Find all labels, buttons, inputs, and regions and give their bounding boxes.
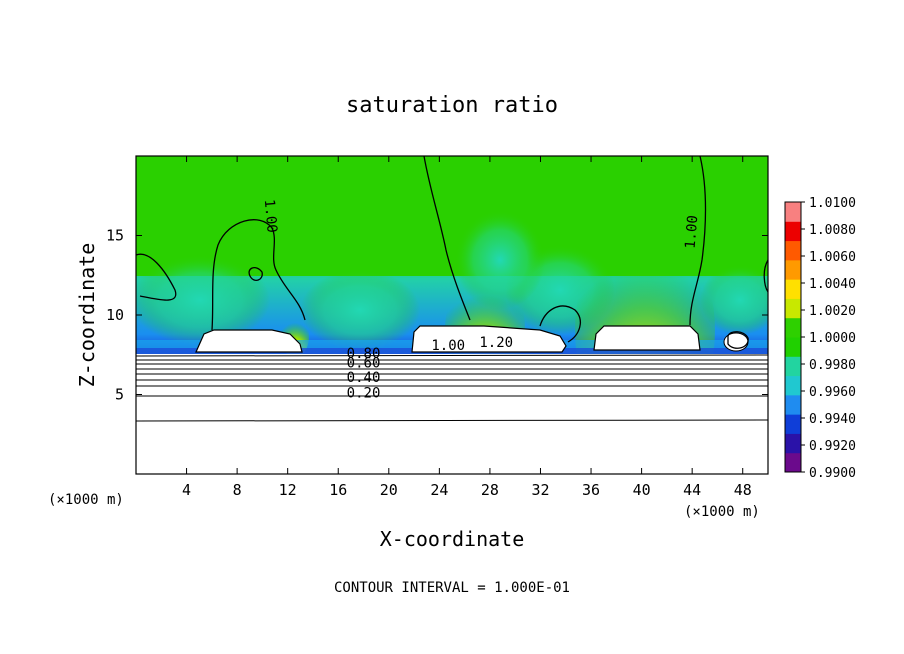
- cloud-cell-3: [593, 325, 701, 351]
- chart-title: saturation ratio: [346, 93, 558, 118]
- colorbar-tick-label: 1.0020: [809, 304, 856, 319]
- colorbar-segment: [785, 452, 801, 473]
- cool-region-4: [700, 265, 768, 335]
- x-tick-label: 40: [633, 481, 651, 499]
- colorbar-tick-label: 1.0100: [809, 196, 856, 211]
- x-tick-label: 4: [182, 481, 191, 499]
- colorbar-tick-label: 1.0040: [809, 277, 856, 292]
- x-unit-label-right: (×1000 m): [684, 504, 760, 520]
- cloud-cell-1: [195, 329, 303, 353]
- colorbar-segment: [785, 317, 801, 338]
- contour-label: 1.00: [261, 199, 280, 234]
- colorbar-segment: [785, 414, 801, 434]
- contour-label: 0.60: [347, 355, 381, 371]
- x-tick-label: 44: [683, 481, 701, 499]
- colorbar-segment: [785, 337, 801, 357]
- colorbar-tick-label: 0.9900: [809, 466, 856, 481]
- colorbar-segment: [785, 259, 801, 280]
- colorbar-segment: [785, 279, 801, 299]
- colorbar-tick-label: 1.0000: [809, 331, 856, 346]
- contour-labels: 1.00 1.00 1.00 1.20 0.800.600.400.20: [261, 199, 702, 402]
- colorbar-tick-label: 0.9940: [809, 412, 856, 427]
- cloud-cell-2: [411, 325, 567, 353]
- colorbar-segment: [785, 202, 801, 222]
- y-axis: 5 10 15: [106, 227, 768, 404]
- colorbar: 1.0100 1.0080 1.0060 1.0040 1.0020 1.0000 0.99…: [784, 196, 856, 481]
- y-axis-title: Z-coordinate: [75, 243, 99, 388]
- heatmap-field: [136, 156, 768, 474]
- x-tick-label: 48: [734, 481, 752, 499]
- colorbar-segment: [785, 433, 801, 454]
- contour-interval-text: CONTOUR INTERVAL = 1.000E-01: [334, 580, 570, 596]
- contour-label: 0.20: [347, 386, 381, 402]
- contour-label: 0.80: [347, 346, 381, 362]
- colorbar-tick-label: 0.9960: [809, 385, 856, 400]
- colorbar-tick-label: 1.0060: [809, 250, 856, 265]
- colorbar-segment: [785, 356, 801, 377]
- colorbar-tick-label: 0.9980: [809, 358, 856, 373]
- contour-label: 1.00: [431, 338, 465, 354]
- y-tick-label: 10: [106, 306, 124, 324]
- x-tick-label: 20: [380, 481, 398, 499]
- colorbar-tick-label: 0.9920: [809, 439, 856, 454]
- x-axis-title: X-coordinate: [380, 527, 525, 551]
- x-tick-label: 8: [233, 481, 242, 499]
- contour-label: 1.20: [479, 335, 513, 351]
- x-tick-label: 16: [329, 481, 347, 499]
- x-tick-label: 24: [430, 481, 448, 499]
- colorbar-segment: [785, 375, 801, 396]
- y-tick-label: 5: [115, 386, 124, 404]
- contour-label: 1.00: [683, 214, 702, 249]
- x-tick-label: 28: [481, 481, 499, 499]
- x-tick-label: 12: [279, 481, 297, 499]
- contour-label: 0.40: [347, 370, 381, 386]
- cool-region-1: [136, 255, 270, 345]
- colorbar-segment: [785, 221, 801, 242]
- y-tick-label: 15: [106, 227, 124, 245]
- x-tick-label: 36: [582, 481, 600, 499]
- x-unit-label-left: (×1000 m): [48, 492, 124, 508]
- colorbar-tick-label: 1.0080: [809, 223, 856, 238]
- lower-contours: [136, 354, 768, 422]
- colorbar-segment: [785, 298, 801, 319]
- upper-contours: [136, 156, 768, 349]
- x-axis: 4 8 12 16 20 24 28 32 36 40 44 48: [182, 156, 752, 499]
- lower-field: [136, 354, 768, 474]
- colorbar-segment: [785, 394, 801, 415]
- cool-region-2: [300, 270, 420, 350]
- x-tick-label: 32: [531, 481, 549, 499]
- colorbar-segment: [785, 240, 801, 261]
